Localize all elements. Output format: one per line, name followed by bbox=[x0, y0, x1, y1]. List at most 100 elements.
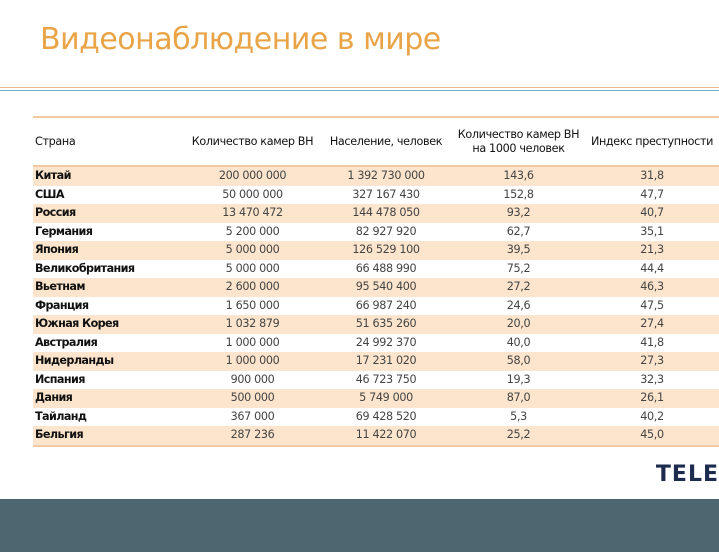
cell-cameras-per-1000: 62,7 bbox=[506, 224, 531, 238]
cell-country: Россия bbox=[35, 206, 76, 220]
cell-population: 144 478 050 bbox=[352, 206, 420, 220]
table-row: Бельгия 287 236 11 422 070 25,2 45,0 bbox=[33, 426, 719, 446]
cell-cameras: 2 600 000 bbox=[225, 280, 280, 294]
cell-cameras: 5 000 000 bbox=[225, 243, 280, 257]
cell-crime-index: 32,3 bbox=[640, 372, 664, 386]
cell-crime-index: 27,3 bbox=[640, 354, 664, 368]
cell-cameras: 1 000 000 bbox=[225, 354, 280, 368]
cell-country: Тайланд bbox=[35, 409, 87, 423]
cell-population: 46 723 750 bbox=[355, 372, 417, 386]
brand-logo-text: TELE bbox=[655, 462, 719, 487]
cell-cameras-per-1000: 75,2 bbox=[506, 261, 531, 275]
cell-population: 1 392 730 000 bbox=[347, 169, 425, 183]
title-divider-teal bbox=[0, 90, 719, 91]
cell-country: Бельгия bbox=[35, 428, 84, 442]
cell-cameras: 1 000 000 bbox=[225, 335, 280, 349]
cell-population: 17 231 020 bbox=[355, 354, 417, 368]
cell-crime-index: 47,5 bbox=[640, 298, 664, 312]
cell-crime-index: 46,3 bbox=[640, 280, 664, 294]
cell-cameras: 5 000 000 bbox=[225, 261, 280, 275]
cell-cameras: 50 000 000 bbox=[222, 187, 283, 201]
cell-cameras: 367 000 bbox=[230, 409, 275, 423]
table-body: Китай 200 000 000 1 392 730 000 143,6 31,8 СШ… bbox=[33, 166, 719, 446]
table-row: Франция 1 650 000 66 987 240 24,6 47,5 bbox=[33, 297, 719, 316]
cell-population: 66 987 240 bbox=[355, 298, 417, 312]
cell-country: Франция bbox=[35, 298, 89, 312]
table-row: Япония 5 000 000 126 529 100 39,5 21,3 bbox=[33, 241, 719, 260]
header-cameras-per-1000: Количество камер ВН на 1000 человек bbox=[452, 117, 585, 166]
cell-country: США bbox=[35, 187, 64, 201]
surveillance-table-container: Страна Количество камер ВН Население, че… bbox=[33, 116, 719, 447]
table-header-row: Страна Количество камер ВН Население, че… bbox=[33, 117, 719, 166]
cell-crime-index: 31,8 bbox=[640, 169, 664, 183]
table-row: Россия 13 470 472 144 478 050 93,2 40,7 bbox=[33, 204, 719, 223]
cell-cameras-per-1000: 143,6 bbox=[503, 169, 534, 183]
cell-cameras-per-1000: 93,2 bbox=[506, 206, 531, 220]
header-country: Страна bbox=[35, 134, 76, 148]
cell-country: Испания bbox=[35, 372, 85, 386]
cell-cameras-per-1000: 25,2 bbox=[506, 428, 531, 442]
cell-cameras-per-1000: 24,6 bbox=[506, 298, 531, 312]
cell-crime-index: 21,3 bbox=[640, 243, 664, 257]
cell-crime-index: 27,4 bbox=[640, 317, 664, 331]
cell-country: Великобритания bbox=[35, 261, 135, 275]
cell-cameras: 1 650 000 bbox=[225, 298, 280, 312]
cell-crime-index: 35,1 bbox=[640, 224, 664, 238]
cell-crime-index: 44,4 bbox=[640, 261, 664, 275]
cell-crime-index: 41,8 bbox=[640, 335, 664, 349]
header-cameras-per-1000-label: Количество камер ВН на 1000 человек bbox=[457, 127, 580, 155]
cell-cameras-per-1000: 58,0 bbox=[506, 354, 531, 368]
table-row: Германия 5 200 000 82 927 920 62,7 35,1 bbox=[33, 223, 719, 242]
table-row: Южная Корея 1 032 879 51 635 260 20,0 27,4 bbox=[33, 315, 719, 334]
cell-country: Южная Корея bbox=[35, 317, 119, 331]
slide-title: Видеонаблюдение в мире bbox=[40, 22, 441, 57]
table-row: Китай 200 000 000 1 392 730 000 143,6 31,8 bbox=[33, 166, 719, 186]
cell-crime-index: 40,7 bbox=[640, 206, 664, 220]
cell-cameras: 900 000 bbox=[230, 372, 275, 386]
cell-cameras-per-1000: 152,8 bbox=[503, 187, 534, 201]
footer-band bbox=[0, 499, 719, 552]
table-row: Тайланд 367 000 69 428 520 5,3 40,2 bbox=[33, 408, 719, 427]
cell-cameras-per-1000: 40,0 bbox=[506, 335, 531, 349]
cell-country: Вьетнам bbox=[35, 280, 86, 294]
cell-cameras: 13 470 472 bbox=[222, 206, 283, 220]
cell-cameras-per-1000: 39,5 bbox=[506, 243, 531, 257]
cell-crime-index: 40,2 bbox=[640, 409, 664, 423]
surveillance-table: Страна Количество камер ВН Население, че… bbox=[33, 116, 719, 447]
cell-crime-index: 45,0 bbox=[640, 428, 664, 442]
cell-country: Нидерланды bbox=[35, 354, 114, 368]
table-row: США 50 000 000 327 167 430 152,8 47,7 bbox=[33, 186, 719, 205]
header-population: Население, человек bbox=[329, 134, 443, 148]
cell-cameras: 287 236 bbox=[230, 428, 275, 442]
header-cameras: Количество камер ВН bbox=[191, 134, 314, 148]
table-row: Испания 900 000 46 723 750 19,3 32,3 bbox=[33, 371, 719, 390]
cell-crime-index: 47,7 bbox=[640, 187, 664, 201]
cell-population: 327 167 430 bbox=[352, 187, 420, 201]
cell-population: 69 428 520 bbox=[355, 409, 417, 423]
table-row: Великобритания 5 000 000 66 488 990 75,2 44,… bbox=[33, 260, 719, 279]
cell-cameras-per-1000: 5,3 bbox=[510, 409, 527, 423]
table-row: Нидерланды 1 000 000 17 231 020 58,0 27,3 bbox=[33, 352, 719, 371]
cell-population: 66 488 990 bbox=[355, 261, 417, 275]
cell-country: Австралия bbox=[35, 335, 98, 349]
cell-cameras: 200 000 000 bbox=[218, 169, 287, 183]
cell-population: 51 635 260 bbox=[355, 317, 417, 331]
cell-country: Китай bbox=[35, 169, 71, 183]
table-row: Австралия 1 000 000 24 992 370 40,0 41,8 bbox=[33, 334, 719, 353]
cell-country: Германия bbox=[35, 224, 93, 238]
cell-population: 24 992 370 bbox=[355, 335, 417, 349]
cell-cameras-per-1000: 20,0 bbox=[506, 317, 531, 331]
cell-cameras: 500 000 bbox=[230, 391, 275, 405]
cell-population: 126 529 100 bbox=[352, 243, 420, 257]
cell-cameras: 1 032 879 bbox=[225, 317, 280, 331]
cell-cameras-per-1000: 87,0 bbox=[506, 391, 531, 405]
cell-cameras-per-1000: 27,2 bbox=[506, 280, 531, 294]
cell-cameras-per-1000: 19,3 bbox=[506, 372, 531, 386]
cell-country: Япония bbox=[35, 243, 79, 257]
title-divider-orange bbox=[0, 87, 719, 88]
cell-population: 95 540 400 bbox=[355, 280, 417, 294]
header-crime-index: Индекс преступности bbox=[590, 134, 714, 148]
cell-population: 11 422 070 bbox=[355, 428, 417, 442]
table-row: Вьетнам 2 600 000 95 540 400 27,2 46,3 bbox=[33, 278, 719, 297]
cell-population: 82 927 920 bbox=[355, 224, 417, 238]
